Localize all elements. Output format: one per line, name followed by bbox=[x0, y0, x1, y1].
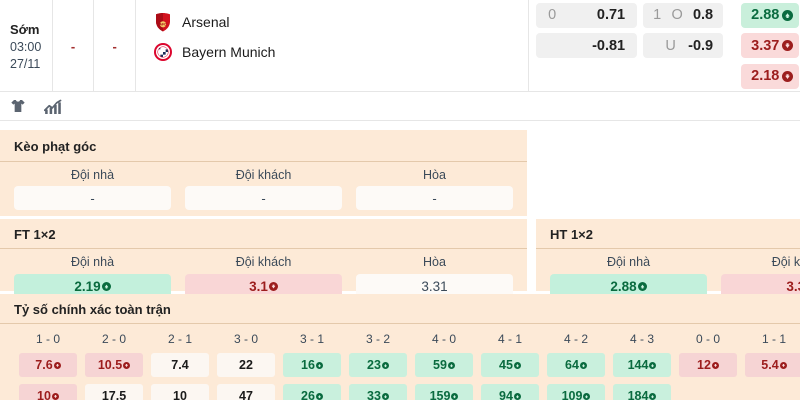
svg-text:AFC: AFC bbox=[160, 23, 168, 27]
